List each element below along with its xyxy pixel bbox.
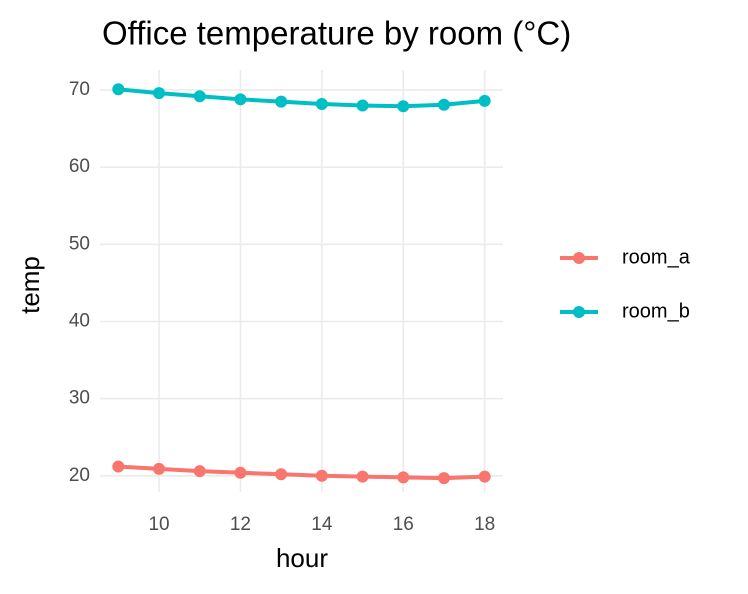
point xyxy=(478,470,491,483)
point xyxy=(397,100,410,113)
x-tick-label: 16 xyxy=(393,514,414,535)
point xyxy=(437,472,450,485)
point xyxy=(315,469,328,482)
y-tick-label: 20 xyxy=(69,465,90,486)
point xyxy=(478,94,491,107)
point xyxy=(153,462,166,475)
y-tick-label: 70 xyxy=(69,79,90,100)
point xyxy=(356,99,369,112)
x-tick-label: 14 xyxy=(311,514,333,535)
y-tick-label: 40 xyxy=(69,311,90,332)
point xyxy=(193,465,206,478)
legend-swatch-point xyxy=(573,306,585,318)
point xyxy=(112,460,125,473)
point xyxy=(153,87,166,100)
y-tick-label: 60 xyxy=(69,156,90,177)
point xyxy=(112,83,125,96)
point xyxy=(397,471,410,484)
chart-title: Office temperature by room (°C) xyxy=(102,15,571,52)
x-tick-label: 18 xyxy=(474,514,495,535)
x-axis-label: hour xyxy=(276,543,328,573)
point xyxy=(315,97,328,110)
legend-label: room_b xyxy=(622,300,690,322)
legend-swatch-point xyxy=(573,252,585,264)
point xyxy=(193,90,206,103)
point xyxy=(234,466,247,479)
point xyxy=(234,93,247,106)
y-tick-label: 30 xyxy=(69,388,90,409)
point xyxy=(356,470,369,483)
point xyxy=(275,95,288,108)
y-tick-label: 50 xyxy=(69,233,90,254)
x-tick-label: 10 xyxy=(148,514,169,535)
legend-label: room_a xyxy=(622,246,691,268)
point xyxy=(437,98,450,111)
x-tick-label: 12 xyxy=(230,514,251,535)
series-line xyxy=(118,464,485,481)
y-axis-label: temp xyxy=(15,256,45,314)
series-line xyxy=(118,87,485,109)
point xyxy=(275,468,288,481)
